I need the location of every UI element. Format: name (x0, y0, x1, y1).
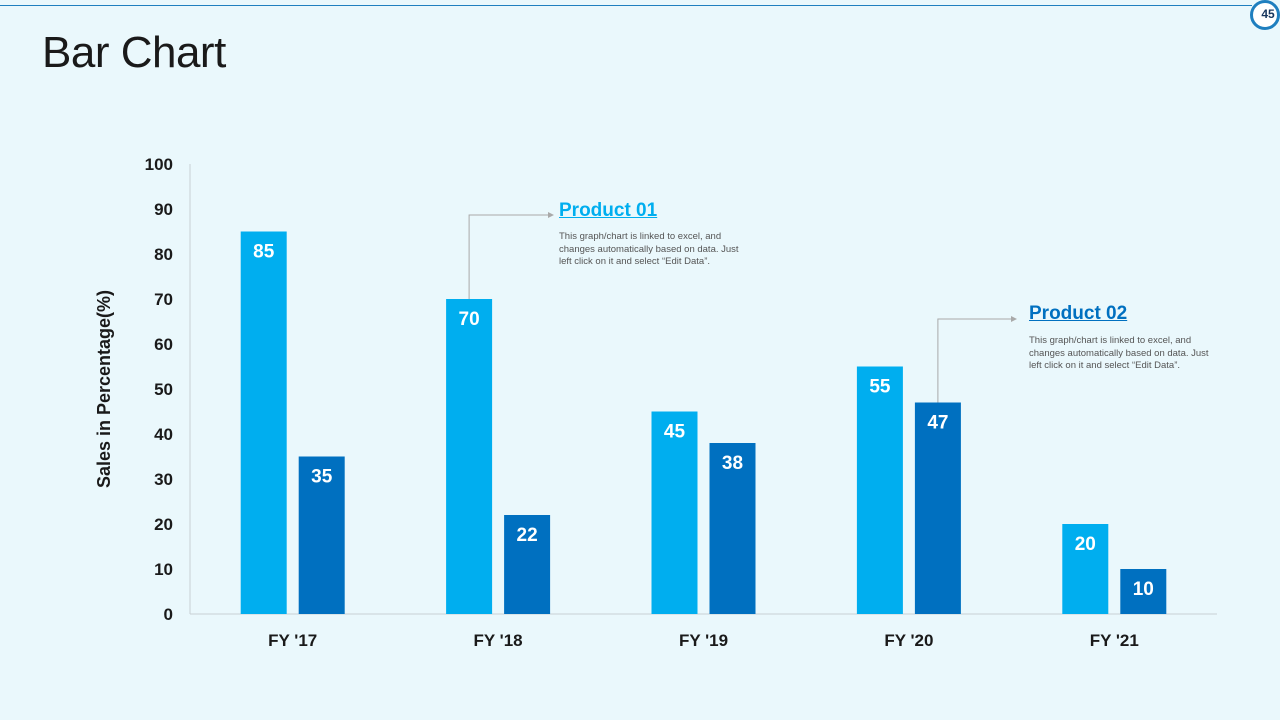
header-rule (0, 5, 1252, 6)
data-label: 20 (1075, 534, 1096, 555)
y-tick-label: 20 (154, 515, 173, 534)
y-tick-label: 80 (154, 245, 173, 264)
page-number-badge (1250, 0, 1280, 30)
data-label: 38 (722, 453, 743, 474)
data-label: 85 (253, 242, 275, 263)
data-label: 10 (1133, 579, 1154, 600)
y-tick-label: 0 (164, 605, 173, 624)
bar-product-01-2 (651, 411, 698, 614)
bar-product-02-2 (709, 443, 756, 614)
page-title: Bar Chart (42, 28, 226, 77)
callout-arrow-product-02 (1011, 316, 1017, 322)
y-tick-label: 40 (154, 425, 173, 444)
bar-product-02-0 (298, 456, 345, 614)
x-tick-label: FY '20 (884, 631, 933, 650)
y-axis-label: Sales in Percentage(%) (94, 290, 114, 488)
bar-product-02-3 (914, 402, 961, 614)
data-label: 47 (927, 413, 948, 434)
y-tick-label: 30 (154, 470, 173, 489)
page-number: 45 (1261, 7, 1275, 21)
bar-product-02-4 (1120, 569, 1167, 614)
data-label: 70 (459, 309, 480, 330)
data-label: 45 (664, 422, 686, 443)
bar-product-01-4 (1062, 524, 1109, 614)
callout-leader-line-product-02 (937, 318, 1011, 403)
data-label: 22 (517, 525, 538, 546)
callout-description-product-02: This graph/chart is linked to excel, and… (1029, 335, 1209, 371)
x-tick-label: FY '17 (268, 631, 317, 650)
callout-leader-line-product-01 (468, 214, 548, 299)
y-tick-label: 10 (154, 560, 173, 579)
bar-product-01-0 (240, 231, 287, 614)
bar-product-01-3 (856, 366, 903, 614)
y-tick-label: 60 (154, 335, 173, 354)
x-tick-label: FY '21 (1090, 631, 1139, 650)
data-label: 35 (311, 467, 333, 488)
y-tick-label: 100 (145, 155, 173, 174)
x-tick-label: FY '18 (474, 631, 523, 650)
x-tick-label: FY '19 (679, 631, 728, 650)
bar-product-02-1 (504, 515, 551, 614)
bar-product-01-1 (446, 299, 493, 614)
y-tick-label: 70 (154, 290, 173, 309)
y-tick-label: 50 (154, 380, 173, 399)
callout-title-product-02: Product 02 (1029, 303, 1128, 324)
y-tick-label: 90 (154, 200, 173, 219)
callout-title-product-01: Product 01 (559, 200, 658, 221)
callout-description-product-01: This graph/chart is linked to excel, and… (559, 231, 739, 267)
data-label: 55 (869, 377, 891, 398)
callout-arrow-product-01 (548, 212, 554, 218)
